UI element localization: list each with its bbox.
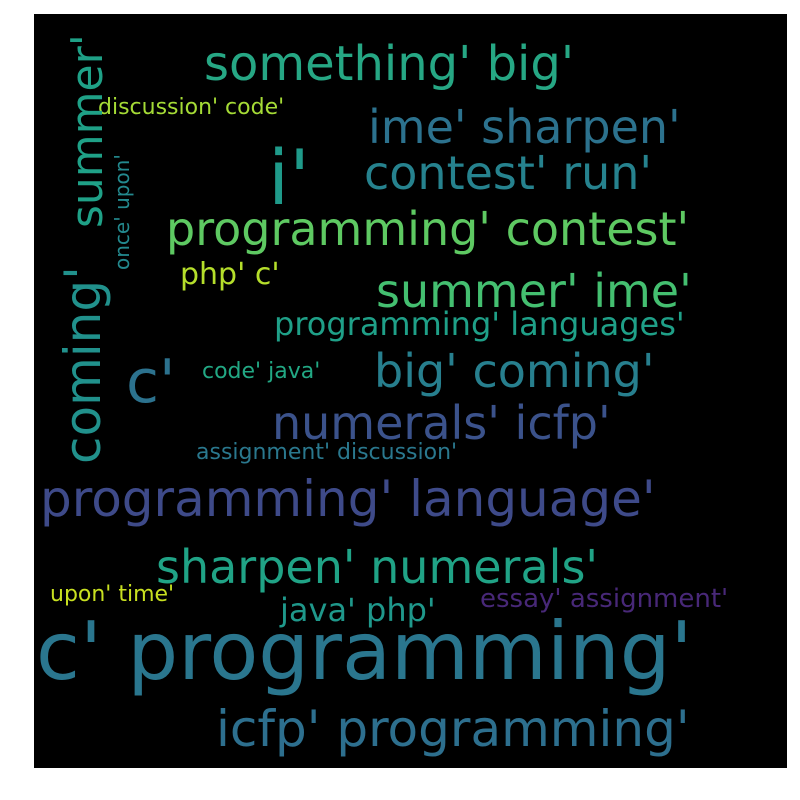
word-once-upon-vertical: once' upon' bbox=[110, 154, 134, 270]
word-c-programming: c' programming' bbox=[36, 605, 693, 698]
word-big-coming: big' coming' bbox=[374, 344, 655, 398]
word-something-big: something' big' bbox=[204, 36, 575, 92]
word-java-php: java' php' bbox=[280, 591, 436, 629]
word-assignment-discussion: assignment' discussion' bbox=[196, 440, 458, 465]
word-sharpen-numerals: sharpen' numerals' bbox=[156, 540, 599, 594]
word-summer-vertical: summer' bbox=[62, 34, 113, 228]
word-numerals-icfp: numerals' icfp' bbox=[272, 396, 611, 450]
word-programming-languages: programming' languages' bbox=[274, 305, 685, 343]
word-upon-time: upon' time' bbox=[50, 582, 175, 607]
word-ime-sharpen: ime' sharpen' bbox=[368, 100, 681, 154]
word-essay-assignment: essay' assignment' bbox=[480, 584, 729, 614]
word-icfp-programming: icfp' programming' bbox=[216, 700, 690, 758]
word-code-java: code' java' bbox=[202, 359, 321, 384]
word-summer-ime: summer' ime' bbox=[376, 264, 692, 318]
word-programming-contest: programming' contest' bbox=[166, 202, 690, 256]
word-contest-run: contest' run' bbox=[364, 146, 653, 200]
word-i: i' bbox=[268, 133, 311, 222]
word-discussion-code: discussion' code' bbox=[98, 95, 285, 120]
word-programming-language: programming' language' bbox=[40, 470, 656, 528]
word-coming-vertical: coming' bbox=[54, 266, 112, 464]
word-php-c: php' c' bbox=[180, 257, 280, 292]
word-cloud-canvas: something' big' discussion' code' ime' s… bbox=[34, 14, 787, 768]
word-c: c' bbox=[126, 347, 176, 417]
